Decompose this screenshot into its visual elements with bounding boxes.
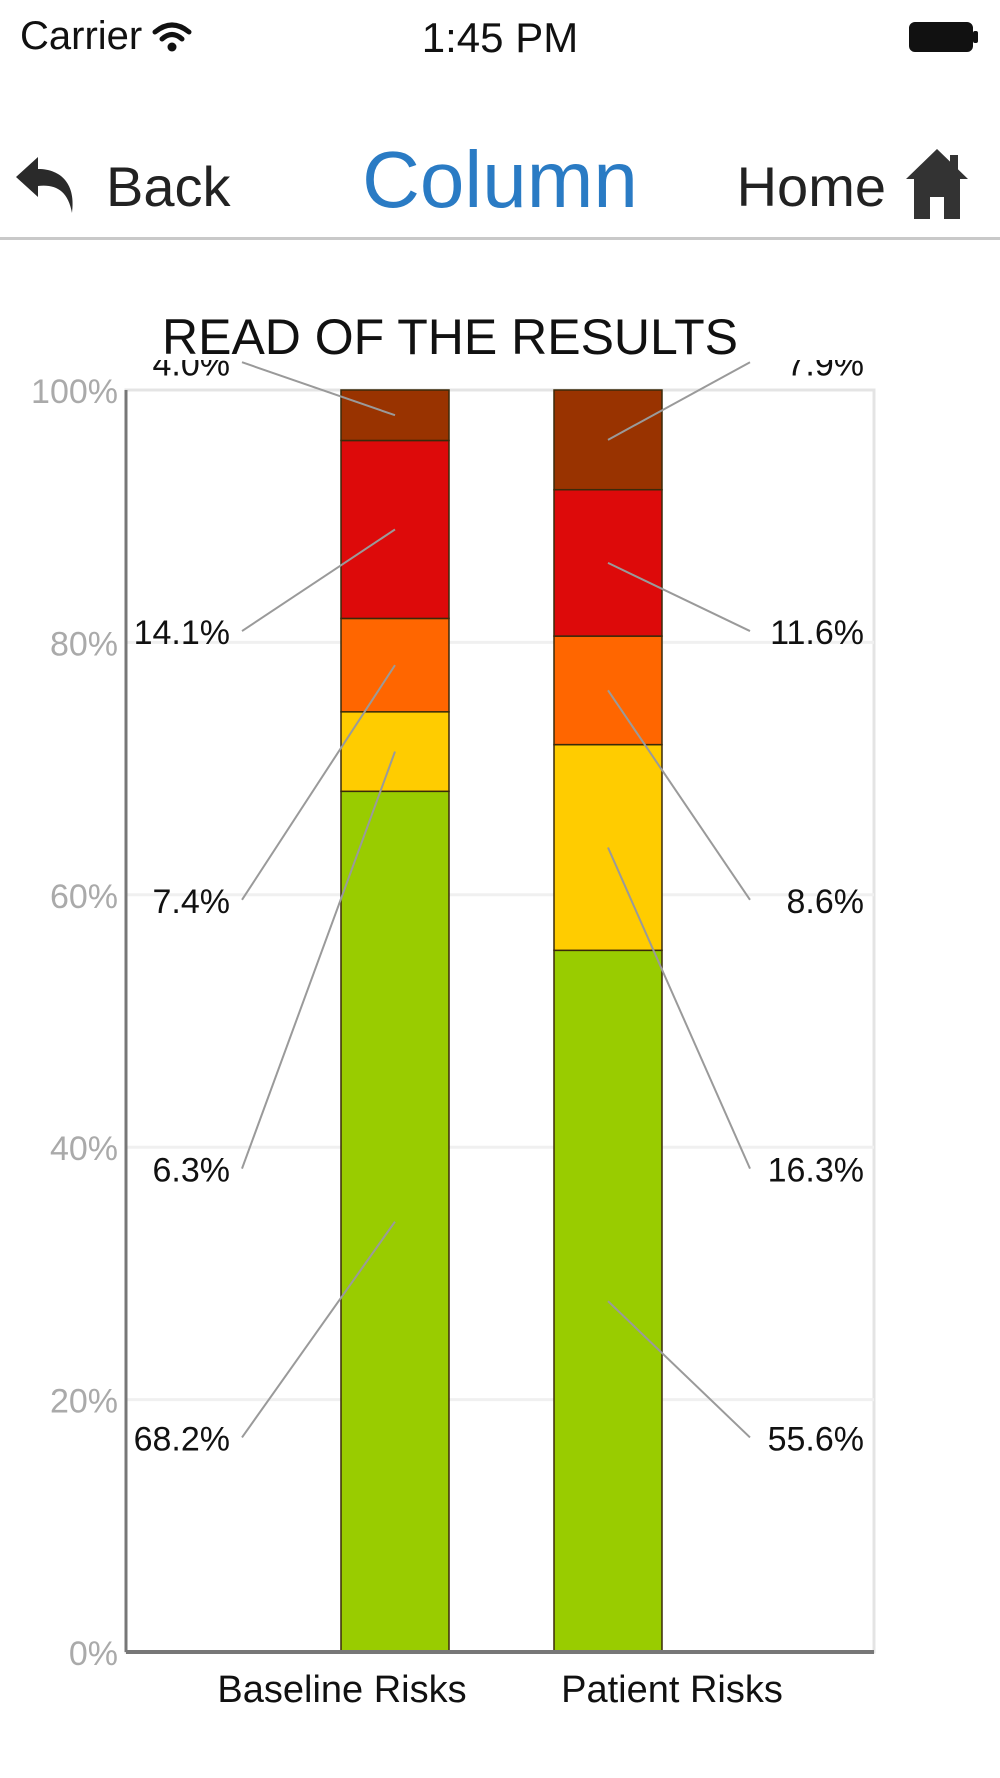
- y-tick-label: 40%: [50, 1130, 118, 1168]
- navigation-bar: Back Column Home: [0, 110, 1000, 240]
- chart-title: READ OF THE RESULTS: [161, 309, 739, 365]
- page-title: Column: [362, 135, 638, 224]
- leader-line: [241, 664, 396, 901]
- bar-segment: [340, 790, 450, 1653]
- data-label: 7.4%: [153, 883, 231, 921]
- data-label: 14.1%: [134, 614, 230, 652]
- leader-line: [241, 1221, 396, 1439]
- leader-line: [241, 361, 396, 417]
- bar-segment: [553, 488, 663, 637]
- leader-line: [241, 528, 396, 632]
- data-label: 55.6%: [768, 1420, 864, 1458]
- battery-icon: [908, 20, 980, 59]
- data-label: 6.3%: [153, 1152, 231, 1190]
- home-label: Home: [736, 154, 886, 218]
- status-time: 1:45 PM: [421, 14, 579, 61]
- leader-line: [607, 847, 751, 1170]
- stacked-column-chart: 0% 20% 40% 60% 80% 100% 68.2% 6.3% 7.4% 14.1% 4.0%…: [31, 360, 876, 1711]
- y-tick-label: 100%: [31, 373, 118, 411]
- y-tick-label: 60%: [50, 878, 118, 916]
- wifi-icon: [152, 20, 192, 59]
- back-label: Back: [106, 154, 231, 218]
- leader-line: [241, 751, 396, 1169]
- leader-line: [607, 1300, 751, 1439]
- leader-line: [607, 361, 751, 441]
- data-label: 16.3%: [768, 1152, 864, 1190]
- data-label: 4.0%: [153, 360, 231, 383]
- leader-line: [607, 561, 751, 632]
- bar-segment: [553, 743, 663, 952]
- leader-line: [607, 689, 751, 901]
- category-label: Patient Risks: [561, 1669, 783, 1711]
- bar-segment: [340, 617, 450, 713]
- back-arrow-icon: [12, 149, 80, 224]
- bar-segment: [553, 635, 663, 746]
- home-button[interactable]: Home: [737, 146, 970, 226]
- y-tick-label: 20%: [50, 1383, 118, 1421]
- data-label: 8.6%: [787, 883, 865, 921]
- data-label: 68.2%: [134, 1420, 230, 1458]
- bar-segment: [340, 439, 450, 620]
- y-tick-label: 0%: [69, 1635, 118, 1673]
- plot-frame: [124, 388, 876, 1654]
- data-label: 7.9%: [787, 360, 865, 383]
- status-bar: Carrier 1:45 PM: [0, 0, 1000, 80]
- home-icon: [904, 147, 970, 226]
- carrier-label: Carrier: [20, 14, 143, 58]
- y-tick-label: 80%: [50, 625, 118, 663]
- category-label: Baseline Risks: [217, 1669, 466, 1711]
- data-label: 11.6%: [770, 614, 864, 652]
- back-button[interactable]: Back: [12, 146, 231, 226]
